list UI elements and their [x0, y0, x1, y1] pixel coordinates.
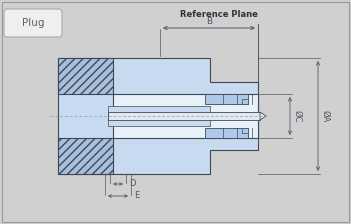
Text: D: D	[129, 179, 135, 187]
Polygon shape	[205, 128, 248, 138]
Polygon shape	[108, 106, 210, 126]
Polygon shape	[205, 94, 248, 104]
Text: ØA: ØA	[321, 110, 330, 122]
Polygon shape	[242, 99, 248, 104]
Text: E: E	[134, 190, 139, 200]
Polygon shape	[260, 112, 266, 120]
Polygon shape	[58, 138, 113, 174]
Polygon shape	[58, 58, 113, 94]
Polygon shape	[113, 94, 258, 138]
Polygon shape	[242, 128, 248, 133]
Polygon shape	[108, 112, 260, 120]
Text: Reference Plane: Reference Plane	[180, 10, 258, 19]
Text: Plug: Plug	[22, 18, 44, 28]
Polygon shape	[58, 58, 258, 174]
Text: B: B	[206, 17, 212, 26]
FancyBboxPatch shape	[4, 9, 62, 37]
Text: ØC: ØC	[293, 110, 302, 122]
